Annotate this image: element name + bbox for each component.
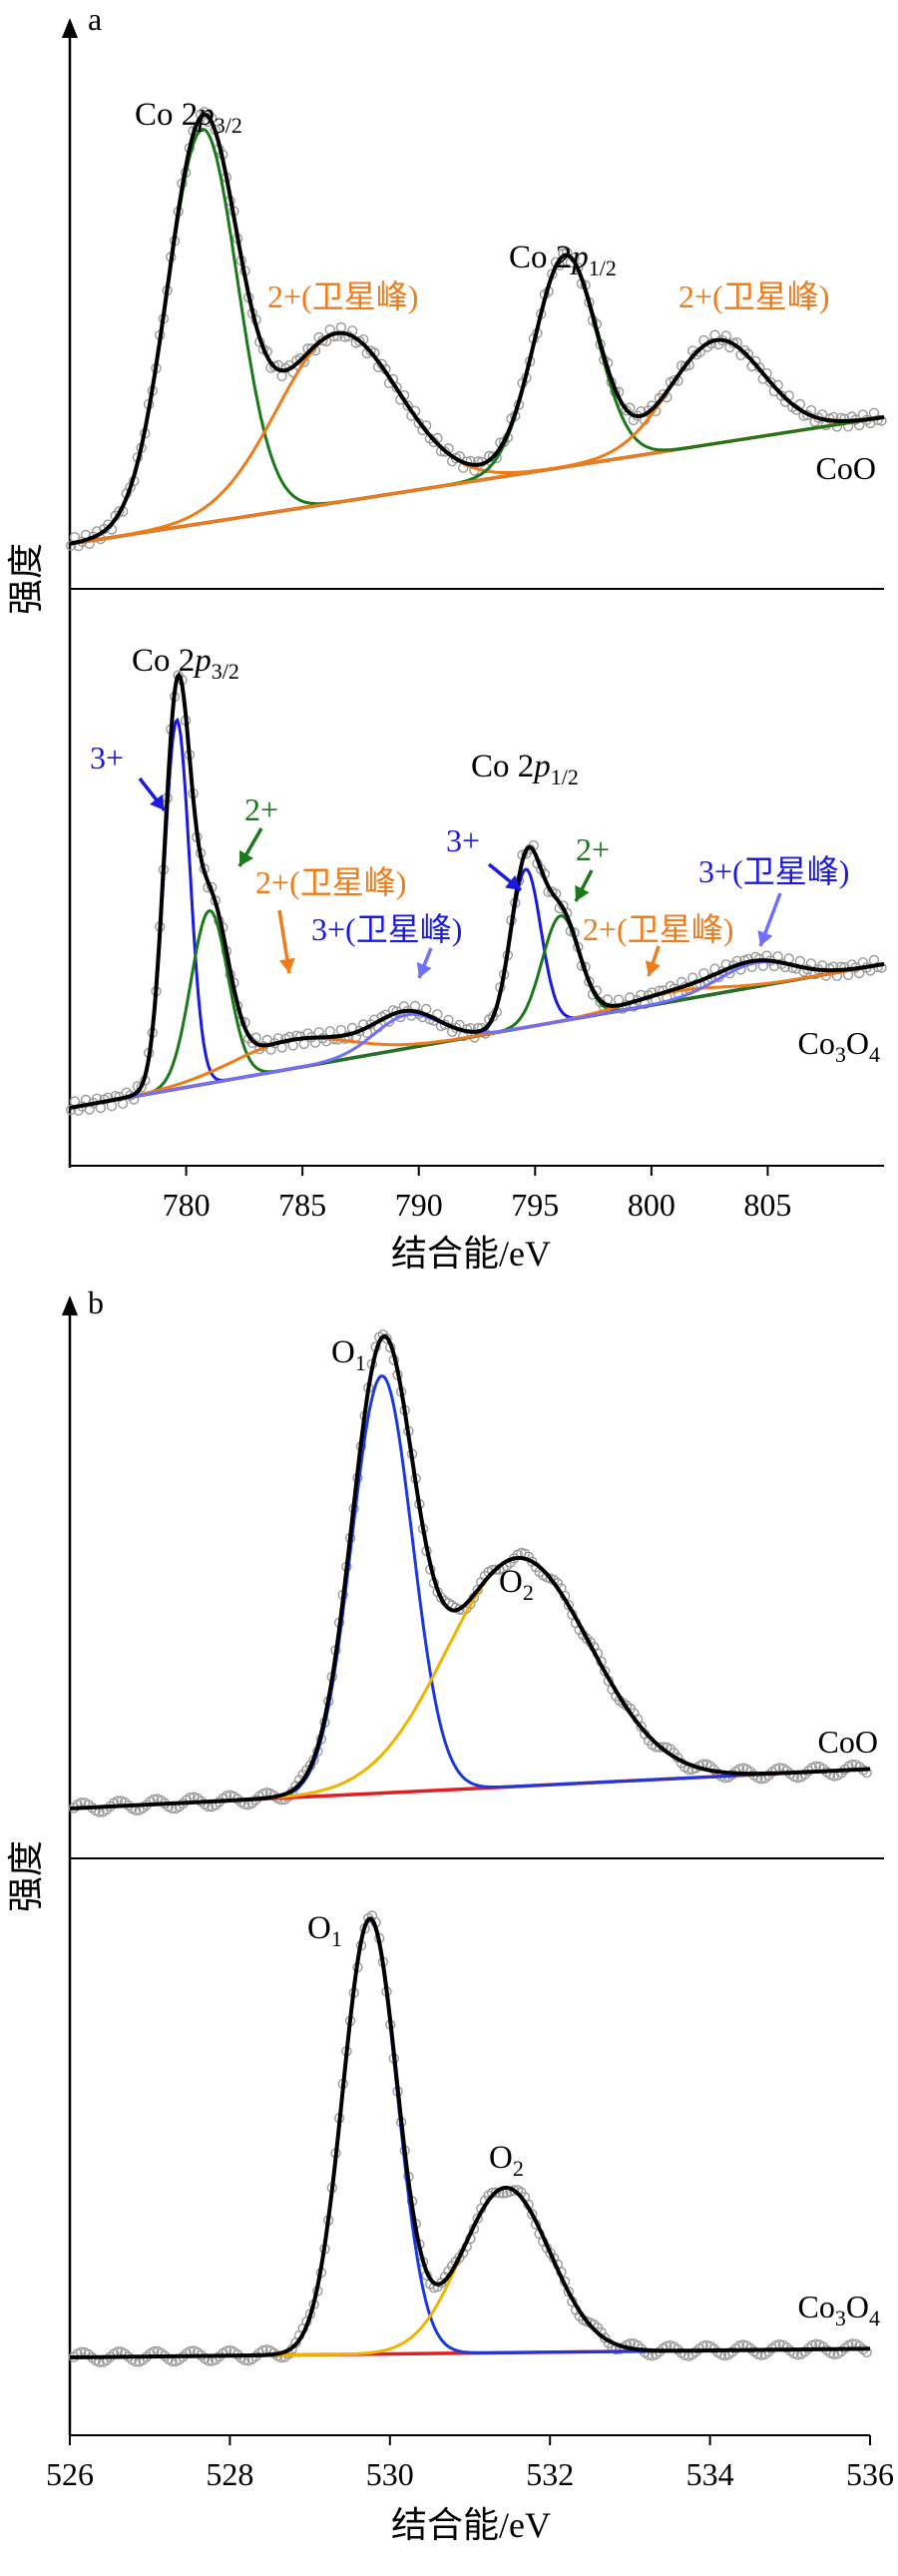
label-2plus-b: 2+ — [576, 831, 610, 867]
raw-data-point — [836, 2345, 847, 2357]
x-tick-label-2: 790 — [395, 1187, 443, 1223]
arrow-2plus-a-head-icon — [239, 849, 253, 866]
label-3plus-a: 3+ — [90, 740, 124, 775]
x-tick-label-0: 780 — [163, 1187, 211, 1223]
panel-a-ylabel: 强度 — [6, 543, 46, 615]
x-tick-label-1: 528 — [206, 2456, 253, 2492]
panel-b-x-ticks: 526 528 530 532 534 536 — [46, 2435, 894, 2492]
label-sat2-b: 2+(卫星峰) — [583, 911, 733, 947]
label-coo-sat-left: 2+(卫星峰) — [267, 278, 418, 314]
label-3plus-b: 3+ — [446, 822, 480, 858]
label-b-co3o4-sample: Co3O4 — [798, 2289, 880, 2330]
panel-a-coo-curves — [65, 106, 887, 552]
label-coo-co2p12: Co 2p1/2 — [509, 240, 617, 280]
arrow-sat2-b-head-icon — [645, 960, 662, 976]
component-line-1 — [69, 331, 885, 546]
x-tick-label-4: 800 — [628, 1187, 675, 1223]
x-tick-label-2: 530 — [366, 2456, 414, 2492]
label-coo-sample: CoO — [816, 450, 876, 486]
raw-data-point — [335, 321, 347, 333]
raw-data-point — [563, 1599, 574, 1611]
raw-data-point — [490, 1564, 502, 1575]
panel-b: 526 528 530 532 534 536 b 结合能/eV 强度 O1 O2 CoO… — [6, 1285, 894, 2545]
label-coo-co2p32: Co 2p3/2 — [135, 97, 242, 138]
panel-a-x-ticks: 780 785 790 795 800 805 — [163, 1166, 791, 1223]
label-sat2-a: 2+(卫星峰) — [255, 864, 406, 900]
raw-data-point — [65, 1104, 77, 1116]
panel-a: 780 785 790 795 800 805 a 结合能/eV 强度 Co 2p3/2 … — [6, 1, 887, 1274]
arrow-sat2-a-head-icon — [278, 957, 295, 973]
panel-b-letter: b — [88, 1285, 104, 1320]
label-2plus-a: 2+ — [244, 791, 278, 827]
component-line-0 — [70, 1918, 870, 2359]
raw-data-point — [527, 2209, 538, 2220]
arrow-3plus-a-head-icon — [150, 794, 165, 810]
panel-a-xlabel: 结合能/eV — [391, 1234, 551, 1274]
x-tick-label-5: 805 — [743, 1187, 791, 1223]
arrow-3plus-b-head-icon — [505, 874, 521, 890]
raw-data-point — [490, 2187, 502, 2198]
panel-b-coo-curves — [68, 1328, 872, 1817]
label-sat3-b: 3+(卫星峰) — [698, 853, 849, 889]
label-b-coo-sample: CoO — [818, 1724, 878, 1760]
label-co3o4-co2p32: Co 2p3/2 — [132, 643, 239, 684]
raw-data-point — [298, 1038, 309, 1050]
label-b-co3o4-o1: O1 — [307, 1910, 342, 1951]
panel-b-co3o4-curves — [68, 1910, 872, 2367]
panel-a-annotation-arrows — [138, 776, 782, 979]
component-line-0 — [69, 1374, 871, 1810]
envelope-line — [69, 112, 885, 546]
component-line-4 — [69, 962, 885, 1110]
label-coo-sat-right: 2+(卫星峰) — [678, 278, 829, 314]
label-b-coo-o1: O1 — [331, 1334, 366, 1375]
envelope-line — [69, 671, 885, 1110]
raw-data-point — [817, 1764, 829, 1775]
raw-data-point — [817, 2341, 829, 2352]
arrow-sat3-a-head-icon — [416, 962, 432, 978]
raw-data-point — [600, 2332, 611, 2343]
panel-b-y-arrow-icon — [62, 1295, 78, 1315]
label-co3o4-co2p12: Co 2p1/2 — [471, 749, 579, 789]
arrow-sat3-b-head-icon — [757, 930, 773, 946]
x-tick-label-0: 526 — [46, 2456, 94, 2492]
component-line-1 — [70, 2186, 870, 2359]
raw-data-point — [669, 374, 679, 386]
x-tick-label-5: 536 — [846, 2456, 894, 2492]
panel-a-co3o4-curves — [65, 670, 887, 1116]
raw-data-point — [65, 540, 77, 551]
envelope-line — [70, 1916, 870, 2359]
envelope-line — [69, 1334, 871, 1810]
label-b-coo-o2: O2 — [499, 1564, 534, 1605]
x-tick-label-3: 532 — [526, 2456, 574, 2492]
panel-a-letter: a — [88, 1, 102, 37]
panel-b-xlabel: 结合能/eV — [391, 2505, 551, 2545]
x-tick-label-4: 534 — [686, 2456, 734, 2492]
panel-a-y-arrow-icon — [62, 18, 78, 38]
raw-data-point — [402, 400, 413, 411]
label-sat3-a: 3+(卫星峰) — [311, 911, 462, 947]
panel-b-ylabel: 强度 — [6, 1840, 46, 1912]
x-tick-label-1: 785 — [278, 1187, 326, 1223]
x-tick-label-3: 795 — [511, 1187, 559, 1223]
label-b-co3o4-o2: O2 — [489, 2140, 524, 2181]
label-co3o4-sample: Co3O4 — [798, 1025, 880, 1067]
arrow-2plus-b-head-icon — [575, 884, 590, 901]
